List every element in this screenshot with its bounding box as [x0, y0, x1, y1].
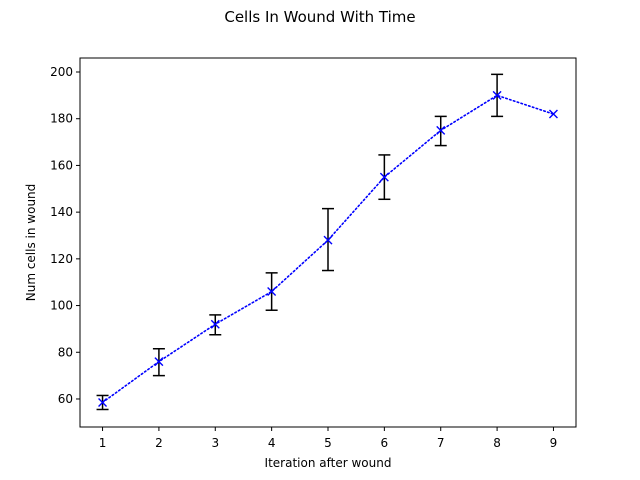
x-tick-label: 8 — [493, 436, 501, 450]
data-point — [323, 235, 333, 245]
data-point — [492, 90, 502, 100]
x-axis: 1 2 3 4 5 6 7 8 9 — [99, 427, 558, 450]
y-tick-label: 80 — [58, 345, 73, 359]
marker-stroke — [379, 172, 389, 182]
x-axis-label: Iteration after wound — [265, 456, 392, 470]
y-axis-label: Num cells in wound — [24, 184, 38, 302]
x-tick-label: 3 — [211, 436, 219, 450]
x-tick-label: 6 — [381, 436, 389, 450]
marker-stroke — [210, 319, 220, 329]
marker-stroke — [436, 125, 446, 135]
x-tick-label: 9 — [550, 436, 558, 450]
data-point — [154, 357, 164, 367]
y-tick-label: 180 — [50, 112, 73, 126]
x-tick-label: 4 — [268, 436, 276, 450]
marker-stroke — [492, 90, 502, 100]
chart-title: Cells In Wound With Time — [224, 8, 415, 26]
marker-stroke — [154, 357, 164, 367]
marker-stroke — [267, 287, 277, 297]
marker-stroke — [548, 109, 558, 119]
data-point — [210, 319, 220, 329]
marker-stroke — [323, 235, 333, 245]
data-point — [267, 287, 277, 297]
marker-stroke — [98, 397, 108, 407]
y-tick-label: 140 — [50, 205, 73, 219]
y-tick-label: 60 — [58, 392, 73, 406]
x-tick-label: 2 — [155, 436, 163, 450]
y-axis: 60 80 100 120 140 160 180 200 — [50, 65, 80, 406]
series-line — [101, 94, 555, 404]
x-tick-label: 1 — [99, 436, 107, 450]
y-tick-label: 120 — [50, 252, 73, 266]
data-point — [436, 125, 446, 135]
y-tick-label: 160 — [50, 158, 73, 172]
data-point — [548, 109, 558, 119]
x-tick-label: 5 — [324, 436, 332, 450]
y-tick-label: 200 — [50, 65, 73, 79]
plot-area — [96, 73, 558, 411]
x-tick-label: 7 — [437, 436, 445, 450]
data-point — [98, 397, 108, 407]
data-point — [379, 172, 389, 182]
y-tick-label: 100 — [50, 299, 73, 313]
